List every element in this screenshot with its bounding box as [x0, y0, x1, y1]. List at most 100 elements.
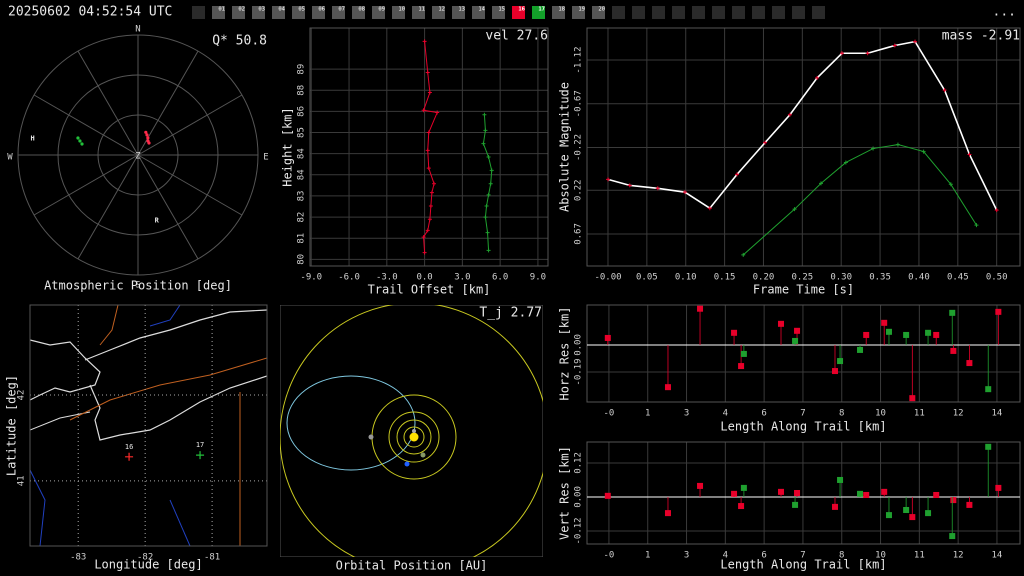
station-tab[interactable]	[532, 6, 545, 19]
station-tab-label: 08	[358, 7, 365, 13]
station-tab[interactable]	[352, 6, 365, 19]
point-marker	[488, 181, 493, 186]
point-marker	[763, 140, 768, 145]
x-tick-label: 11	[914, 409, 925, 419]
point-marker	[485, 230, 490, 235]
y-tick-label: 84	[297, 148, 307, 159]
point-marker	[948, 182, 953, 187]
point-marker	[435, 110, 440, 115]
plot-frame	[586, 27, 1021, 267]
point-marker	[426, 130, 431, 135]
point-marker	[425, 70, 430, 75]
empty-tab	[612, 6, 625, 19]
point-marker	[486, 192, 491, 197]
station-tab[interactable]	[232, 6, 245, 19]
point-marker	[865, 51, 870, 56]
trail-point	[145, 133, 149, 137]
x-tick-label: 0.35	[869, 273, 891, 283]
timestamp: 20250602 04:52:54 UTC	[8, 5, 172, 20]
residual-point	[881, 319, 888, 326]
point-marker	[483, 215, 488, 220]
station-tab[interactable]	[592, 6, 605, 19]
station-tab[interactable]	[412, 6, 425, 19]
y-axis-label: Horz Res [km]	[558, 307, 572, 401]
x-tick-label: -3.0	[376, 273, 398, 283]
x-tick-label: -0	[604, 551, 615, 561]
residual-point	[731, 329, 738, 336]
x-tick-label: -83	[70, 553, 86, 563]
x-tick-label: 14	[992, 551, 1003, 561]
x-tick-label: 3	[684, 409, 689, 419]
point-marker	[974, 223, 979, 228]
station-tab-label: 09	[378, 7, 385, 13]
residual-point	[909, 395, 916, 402]
y-tick-label: 0.22	[574, 179, 584, 201]
point-marker	[892, 43, 897, 48]
y-axis-label: Vert Res [km]	[558, 446, 572, 540]
residual-point	[738, 363, 745, 370]
x-tick-label: 12	[953, 409, 964, 419]
empty-tab	[792, 6, 805, 19]
x-axis-label: Atmospheric Position [deg]	[44, 279, 232, 293]
point-marker	[942, 88, 947, 93]
x-tick-label: 10	[875, 551, 886, 561]
residual-point	[985, 443, 992, 450]
point-marker	[429, 190, 434, 195]
station-tab[interactable]	[272, 6, 285, 19]
station-marker	[125, 452, 134, 461]
station-tab[interactable]	[552, 6, 565, 19]
station-tab[interactable]	[432, 6, 445, 19]
point-marker	[921, 149, 926, 154]
plot-frame	[586, 441, 1021, 545]
station-tab-label: 07	[338, 7, 345, 13]
station-tab[interactable]	[252, 6, 265, 19]
station-tab[interactable]	[452, 6, 465, 19]
x-axis-label: Orbital Position [AU]	[336, 559, 488, 573]
polar-spoke	[33, 94, 139, 156]
zenith-label: Z	[135, 152, 141, 162]
residual-point	[731, 490, 738, 497]
station-name: 17	[196, 441, 204, 449]
residual-point	[903, 331, 910, 338]
station-tab-label: 02	[238, 7, 245, 13]
residual-point	[950, 497, 957, 504]
residual-point	[949, 533, 956, 540]
station-tabs: 01 02 03 04 05 06 07 08 09 10 11 12 13 14 15 16 17 18 19 20	[192, 6, 825, 19]
station-tab[interactable]	[332, 6, 345, 19]
station-tab[interactable]	[212, 6, 225, 19]
station-tab-label: 15	[498, 7, 505, 13]
trail-point	[76, 136, 80, 140]
station-tab[interactable]	[492, 6, 505, 19]
point-marker	[741, 252, 746, 257]
residual-point	[794, 327, 801, 334]
series-line	[607, 40, 998, 211]
x-axis-label: Length Along Trail [km]	[720, 558, 886, 572]
point-marker	[735, 172, 740, 177]
trail-point	[80, 142, 84, 146]
y-axis-label: Absolute Magnitude	[558, 82, 572, 212]
station-tab[interactable]	[512, 6, 525, 19]
empty-tab	[752, 6, 765, 19]
residual-point	[863, 491, 870, 498]
station-tab[interactable]	[472, 6, 485, 19]
trail-point	[144, 130, 148, 134]
x-axis-label: Length Along Trail [km]	[720, 420, 886, 434]
x-tick-label: 6.0	[492, 273, 508, 283]
station-tab-label: 10	[398, 7, 405, 13]
x-tick-label: -0.00	[594, 273, 621, 283]
station-tab[interactable]	[372, 6, 385, 19]
menu-button[interactable]: ...	[993, 5, 1016, 20]
station-tab[interactable]	[572, 6, 585, 19]
residual-point	[697, 482, 704, 489]
x-tick-label: 0.10	[675, 273, 697, 283]
station-tab[interactable]	[292, 6, 305, 19]
point-marker	[426, 166, 431, 171]
station-tab[interactable]	[392, 6, 405, 19]
y-tick-label: 42	[17, 390, 27, 401]
x-tick-label: 6	[761, 551, 766, 561]
y-tick-label: 80	[297, 254, 307, 265]
station-tab[interactable]	[312, 6, 325, 19]
residual-point	[885, 512, 892, 519]
point-marker	[839, 51, 844, 56]
polar-spoke	[137, 94, 243, 156]
